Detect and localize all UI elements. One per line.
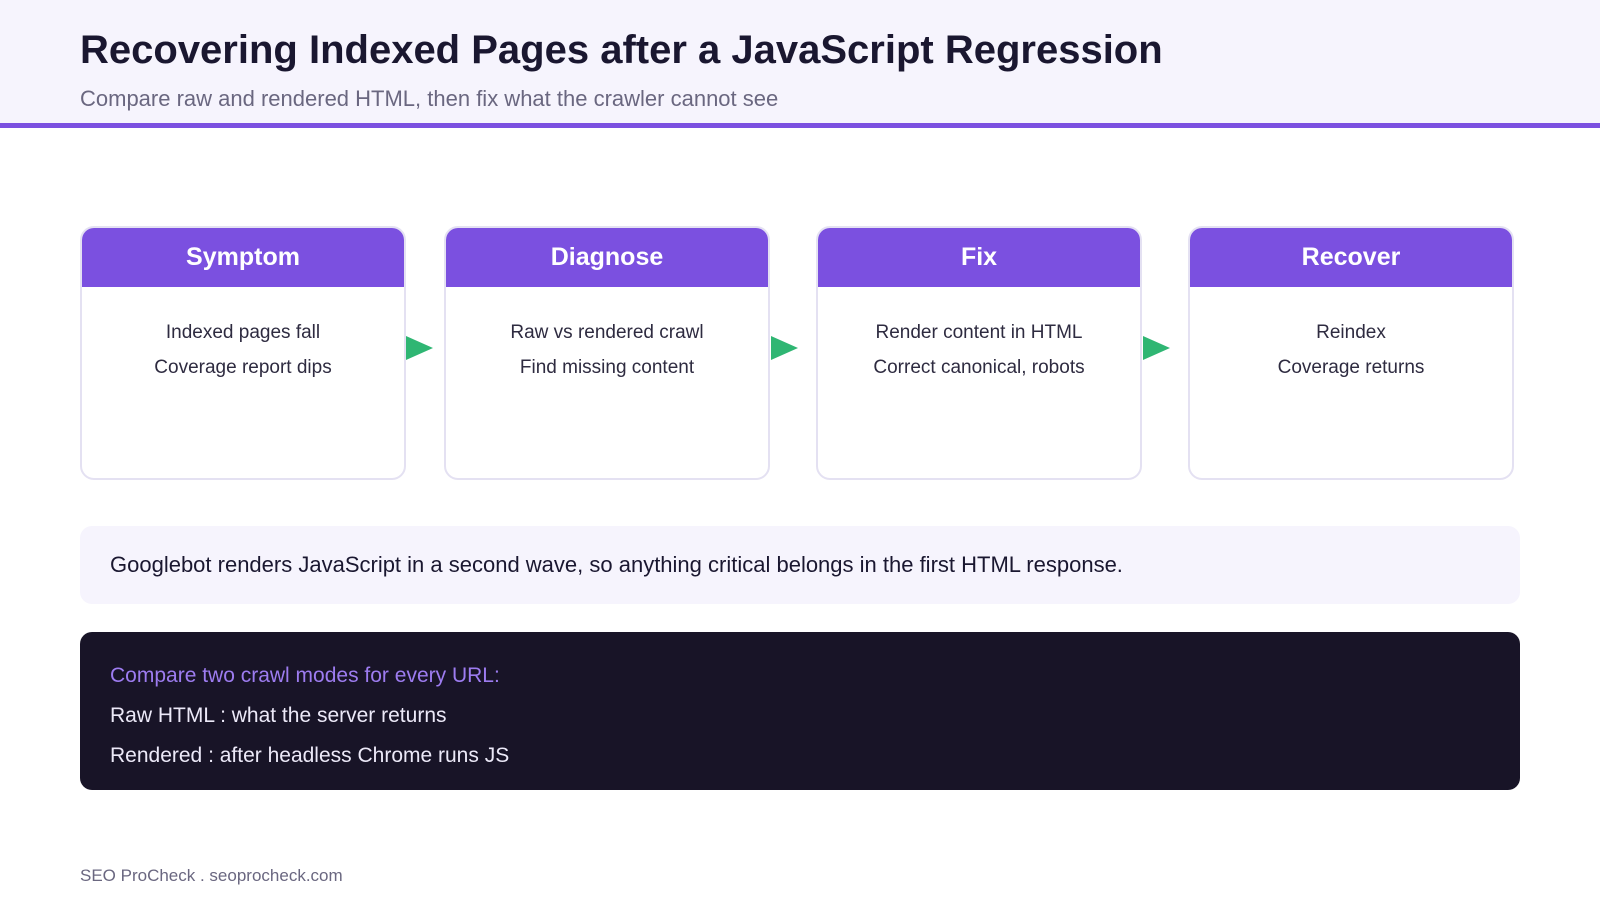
step-line: Correct canonical, robots bbox=[873, 357, 1085, 378]
code-line-rendered: Rendered : after headless Chrome runs JS bbox=[110, 744, 510, 767]
step-title: Symptom bbox=[82, 228, 404, 287]
page-title: Recovering Indexed Pages after a JavaScr… bbox=[80, 28, 1163, 72]
code-heading: Compare two crawl modes for every URL: bbox=[110, 664, 500, 687]
step-line: Reindex bbox=[1316, 322, 1386, 343]
header-banner: Recovering Indexed Pages after a JavaScr… bbox=[0, 0, 1600, 128]
footer-credit: SEO ProCheck . seoprocheck.com bbox=[80, 866, 343, 885]
step-body: Indexed pages fall Coverage report dips bbox=[82, 287, 404, 385]
step-line: Find missing content bbox=[519, 357, 695, 378]
step-title: Diagnose bbox=[446, 228, 768, 287]
step-line: Render content in HTML bbox=[875, 322, 1083, 343]
step-card-diagnose: Diagnose Raw vs rendered crawl Find miss… bbox=[444, 226, 770, 480]
process-flow: Symptom Indexed pages fall Coverage repo… bbox=[80, 226, 1520, 482]
arrow-right-icon bbox=[1143, 336, 1170, 360]
step-line: Coverage report dips bbox=[154, 357, 332, 378]
step-card-recover: Recover Reindex Coverage returns bbox=[1188, 226, 1514, 480]
arrow-right-icon bbox=[406, 336, 433, 360]
info-note: Googlebot renders JavaScript in a second… bbox=[80, 526, 1520, 604]
step-card-fix: Fix Render content in HTML Correct canon… bbox=[816, 226, 1142, 480]
step-body: Render content in HTML Correct canonical… bbox=[818, 287, 1140, 385]
step-card-symptom: Symptom Indexed pages fall Coverage repo… bbox=[80, 226, 406, 480]
step-line: Indexed pages fall bbox=[165, 322, 321, 343]
arrow-right-icon bbox=[771, 336, 798, 360]
step-title: Fix bbox=[818, 228, 1140, 287]
page-subtitle: Compare raw and rendered HTML, then fix … bbox=[80, 86, 779, 111]
step-body: Reindex Coverage returns bbox=[1190, 287, 1512, 385]
code-line-raw: Raw HTML : what the server returns bbox=[110, 704, 447, 727]
crawl-modes-panel: Compare two crawl modes for every URL: R… bbox=[80, 632, 1520, 790]
step-line: Coverage returns bbox=[1277, 357, 1425, 378]
step-body: Raw vs rendered crawl Find missing conte… bbox=[446, 287, 768, 385]
step-title: Recover bbox=[1190, 228, 1512, 287]
step-line: Raw vs rendered crawl bbox=[510, 322, 704, 343]
